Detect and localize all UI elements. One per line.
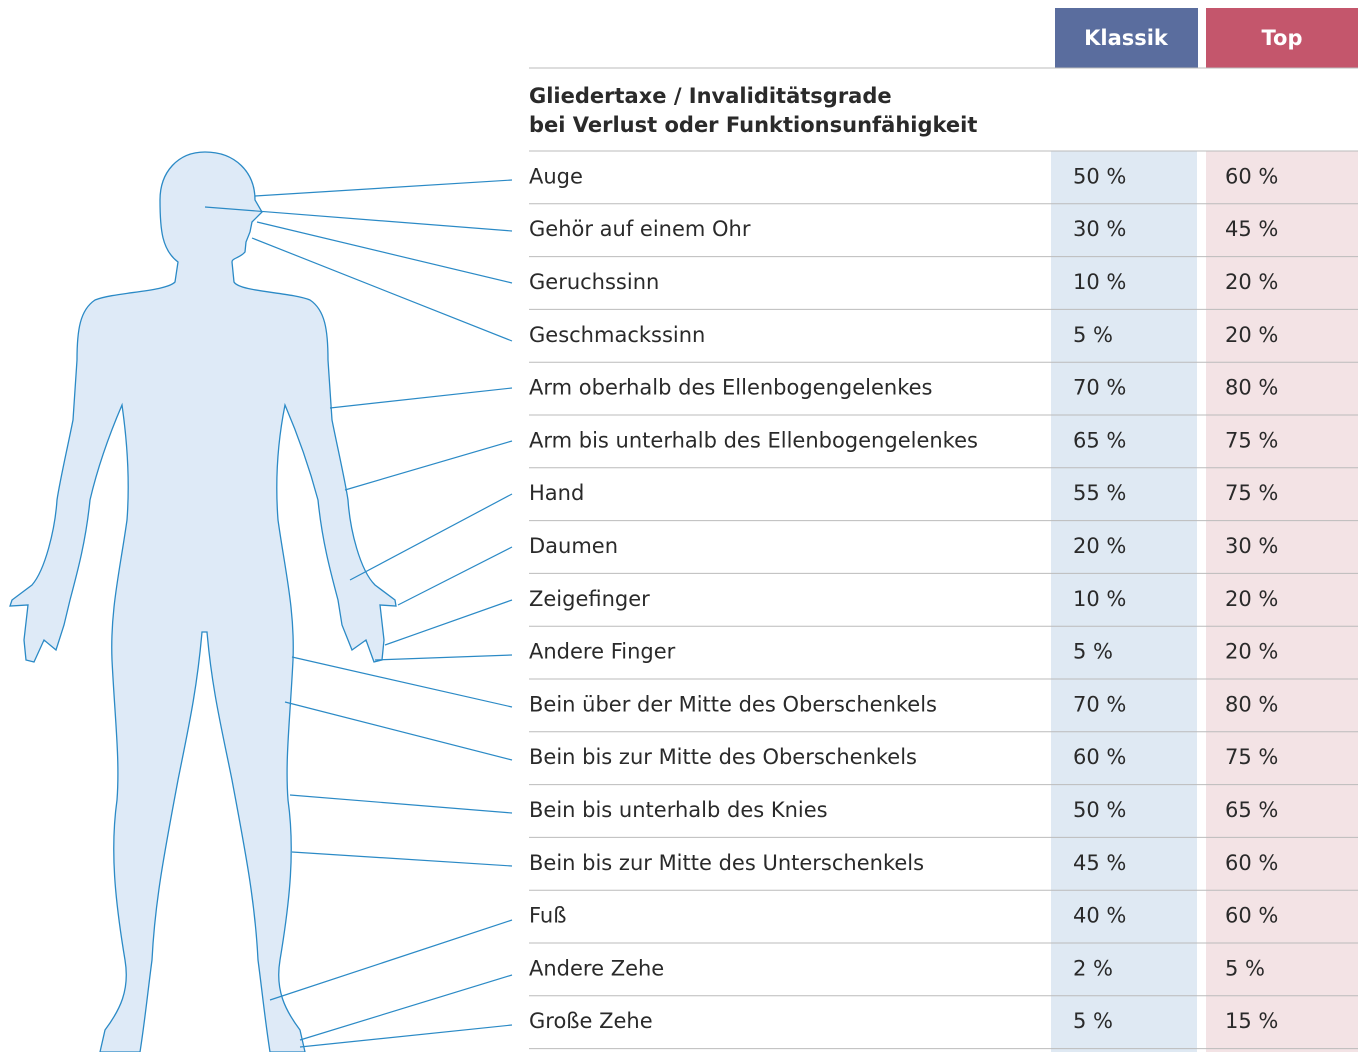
top-value: 20 % <box>1225 640 1278 664</box>
klassik-value: 55 % <box>1073 481 1126 505</box>
row-label: Bein bis zur Mitte des Oberschenkels <box>529 745 917 769</box>
klassik-value: 50 % <box>1073 798 1126 822</box>
infographic: Klassik Top Gliedertaxe / Invaliditätsgr… <box>0 0 1358 1052</box>
row-label: Fuß <box>529 904 566 928</box>
klassik-value: 5 % <box>1073 323 1113 347</box>
top-value: 80 % <box>1225 376 1278 400</box>
klassik-value: 10 % <box>1073 587 1126 611</box>
klassik-value: 50 % <box>1073 164 1126 188</box>
row-label: Bein bis zur Mitte des Unterschenkels <box>529 851 924 875</box>
body-silhouette <box>10 152 396 1052</box>
klassik-value: 5 % <box>1073 640 1113 664</box>
top-value: 30 % <box>1225 534 1278 558</box>
top-value: 75 % <box>1225 745 1278 769</box>
klassik-value: 2 % <box>1073 956 1113 980</box>
klassik-value: 40 % <box>1073 904 1126 928</box>
top-value: 20 % <box>1225 270 1278 294</box>
klassik-value: 20 % <box>1073 534 1126 558</box>
klassik-value: 5 % <box>1073 1009 1113 1033</box>
column-header: Klassik <box>1084 26 1169 50</box>
top-value: 75 % <box>1225 481 1278 505</box>
top-value: 60 % <box>1225 851 1278 875</box>
klassik-value: 60 % <box>1073 745 1126 769</box>
top-value: 75 % <box>1225 428 1278 452</box>
row-label: Arm bis unterhalb des Ellenbogengelenkes <box>529 428 978 452</box>
klassik-value: 45 % <box>1073 851 1126 875</box>
klassik-value: 30 % <box>1073 217 1126 241</box>
row-label: Hand <box>529 481 584 505</box>
heading: Gliedertaxe / Invaliditätsgrade <box>529 84 892 108</box>
klassik-value: 65 % <box>1073 428 1126 452</box>
klassik-value: 10 % <box>1073 270 1126 294</box>
top-value: 65 % <box>1225 798 1278 822</box>
row-label: Geschmackssinn <box>529 323 705 347</box>
top-value: 80 % <box>1225 692 1278 716</box>
row-label: Auge <box>529 164 583 188</box>
heading: bei Verlust oder Funktionsunfähigkeit <box>529 113 977 137</box>
top-value: 60 % <box>1225 904 1278 928</box>
top-value: 45 % <box>1225 217 1278 241</box>
top-value: 15 % <box>1225 1009 1278 1033</box>
klassik-value: 70 % <box>1073 376 1126 400</box>
row-label: Geruchssinn <box>529 270 659 294</box>
row-label: Gehör auf einem Ohr <box>529 217 751 241</box>
column-header: Top <box>1262 26 1303 50</box>
row-label: Große Zehe <box>529 1009 653 1033</box>
row-label: Bein bis unterhalb des Knies <box>529 798 828 822</box>
klassik-value: 70 % <box>1073 692 1126 716</box>
row-label: Zeigefinger <box>529 587 650 611</box>
top-value: 20 % <box>1225 587 1278 611</box>
row-label: Bein über der Mitte des Oberschenkels <box>529 692 937 716</box>
row-label: Daumen <box>529 534 618 558</box>
top-value: 5 % <box>1225 956 1265 980</box>
row-label: Andere Finger <box>529 640 676 664</box>
top-value: 60 % <box>1225 164 1278 188</box>
top-value: 20 % <box>1225 323 1278 347</box>
row-label: Andere Zehe <box>529 956 664 980</box>
row-label: Arm oberhalb des Ellenbogengelenkes <box>529 376 933 400</box>
page: Klassik Top Gliedertaxe / Invaliditätsgr… <box>0 0 1358 1052</box>
